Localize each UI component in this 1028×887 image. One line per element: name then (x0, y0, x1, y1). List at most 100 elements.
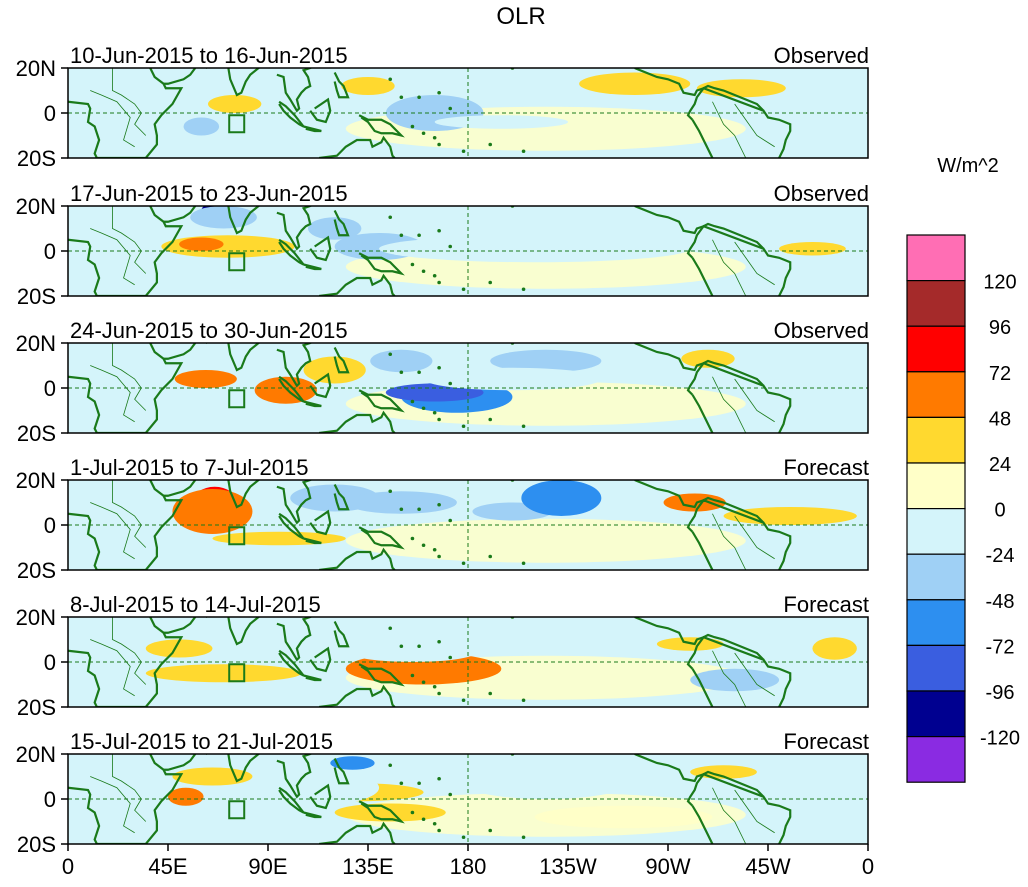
colorbar-label: 0 (994, 500, 1005, 522)
anomaly-blob (468, 772, 624, 799)
colorbar-swatch (906, 462, 966, 510)
coastline (205, 206, 261, 235)
island (410, 673, 415, 678)
island (488, 554, 493, 559)
region-box (228, 114, 246, 134)
panel-kind-label: Observed (774, 181, 869, 206)
island (461, 698, 466, 703)
island (437, 776, 441, 781)
coastline (358, 663, 405, 687)
island (461, 835, 466, 840)
x-tick-label: 90E (248, 854, 287, 879)
coastline (691, 257, 714, 296)
coastline (303, 263, 322, 271)
island (388, 215, 393, 220)
island (432, 684, 437, 689)
island (437, 554, 441, 559)
y-tick-label: 20S (17, 146, 56, 171)
colorbar-label: -96 (986, 682, 1015, 704)
island (521, 561, 526, 566)
anomaly-blob (330, 756, 375, 770)
coastline (303, 125, 322, 133)
y-tick-label: 20S (17, 832, 56, 857)
coastline (276, 617, 313, 662)
y-tick-label: 20S (17, 284, 56, 309)
y-tick-label: 0 (44, 513, 56, 538)
coastline (318, 547, 396, 570)
coastline (303, 674, 322, 682)
coastline (276, 343, 313, 388)
island (417, 233, 421, 238)
island (437, 228, 441, 233)
panel-period-label: 10-Jun-2015 to 16-Jun-2015 (70, 43, 348, 68)
anomaly-blob (179, 237, 224, 251)
country-border (112, 617, 147, 685)
island (388, 352, 393, 357)
island (448, 655, 453, 660)
country-border (90, 228, 135, 286)
coastline (68, 754, 184, 844)
colorbar-label: -72 (986, 636, 1015, 658)
island (437, 280, 441, 285)
coastline (309, 235, 332, 262)
coastline (691, 394, 714, 433)
anomaly-blob (690, 668, 780, 692)
y-tick-label: 20N (16, 468, 56, 493)
colorbar-label: -24 (986, 545, 1015, 567)
anomaly-blob (681, 349, 735, 368)
y-tick-label: 20S (17, 421, 56, 446)
anomaly-blob (434, 115, 568, 129)
country-border (90, 502, 135, 560)
island (410, 536, 415, 541)
panel-2: 20N 0 20S 17-Jun-2015 to 23-Jun-2015 Observe… (16, 181, 869, 309)
island (421, 680, 426, 685)
coastline (309, 646, 332, 673)
coastline (358, 114, 405, 138)
island (421, 817, 426, 822)
anomaly-blob (190, 206, 257, 229)
panel-3: 20N 0 20S 24-Jun-2015 to 30-Jun-2015 Observe… (16, 318, 869, 446)
country-border (734, 103, 775, 148)
anomaly-blob (334, 803, 446, 822)
island (488, 691, 493, 696)
island (410, 124, 415, 129)
panel-5: 20N 0 20S 8-Jul-2015 to 14-Jul-2015 Forecast (16, 592, 869, 720)
colorbar-swatch (906, 644, 966, 692)
island (432, 410, 437, 415)
x-tick-label: 90W (645, 854, 690, 879)
colorbar-swatch (906, 371, 966, 418)
y-tick-label: 20N (16, 194, 56, 219)
anomaly-blob (183, 117, 220, 136)
region-box (228, 252, 246, 272)
anomaly-blob (172, 489, 253, 534)
coastline (205, 68, 261, 97)
coastline (686, 224, 792, 296)
coastline (163, 617, 197, 634)
coastline (303, 811, 322, 819)
panel-map-area (68, 754, 868, 844)
coastline (205, 617, 261, 646)
colorbar-label: 96 (989, 317, 1011, 339)
x-tick-label: 45W (745, 854, 790, 879)
coastline (691, 805, 714, 844)
panel-map-area (68, 480, 868, 570)
anomaly-blob (385, 383, 484, 402)
colorbar-label: -120 (980, 728, 1020, 750)
coastline (303, 537, 322, 545)
coastline (278, 649, 305, 677)
island (488, 142, 493, 147)
island (461, 149, 466, 154)
coastline (309, 783, 332, 810)
anomaly-blob (345, 639, 480, 662)
x-tick-label: 135W (539, 854, 597, 879)
coastline (686, 772, 792, 844)
coastline (278, 100, 305, 128)
coastline (309, 97, 332, 124)
island (521, 835, 526, 840)
y-tick-label: 0 (44, 239, 56, 264)
coastline (68, 480, 184, 570)
y-tick-label: 20N (16, 742, 56, 767)
anomaly-blob (696, 79, 786, 98)
coastline (358, 800, 405, 824)
figure-title: OLR (496, 3, 545, 30)
